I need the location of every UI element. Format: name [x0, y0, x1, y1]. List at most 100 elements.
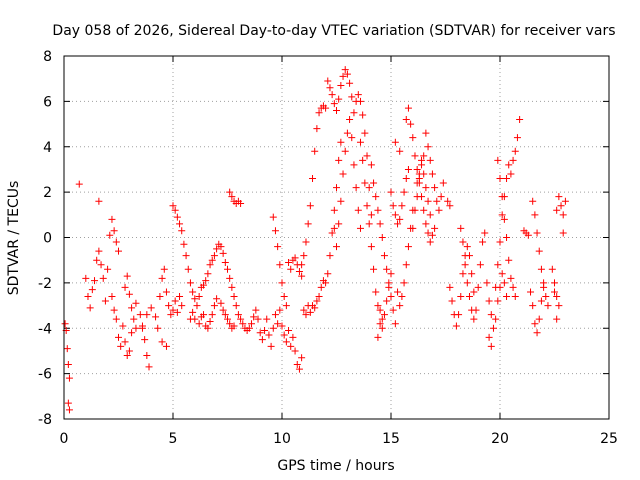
data-point — [391, 211, 399, 219]
data-point — [348, 134, 356, 142]
x-tick-label: 15 — [382, 431, 400, 447]
data-point — [95, 197, 103, 205]
data-point — [339, 72, 347, 80]
data-point — [361, 129, 369, 137]
data-point — [322, 279, 330, 287]
data-point — [285, 258, 293, 266]
data-point — [186, 279, 194, 287]
data-point — [409, 134, 417, 142]
data-point — [160, 265, 168, 273]
data-point — [311, 147, 319, 155]
data-point — [63, 345, 71, 353]
data-point — [387, 188, 395, 196]
data-point — [162, 288, 170, 296]
data-point — [370, 265, 378, 273]
axis-ticks: 0 5 10 15 20 25 -8 -6 -4 -2 0 2 4 6 8 — [38, 49, 618, 447]
data-point — [446, 202, 454, 210]
data-point — [505, 256, 513, 264]
data-point — [330, 224, 338, 232]
data-point — [457, 292, 465, 300]
data-point — [158, 338, 166, 346]
data-point — [492, 283, 500, 291]
data-point — [535, 315, 543, 323]
data-point — [476, 261, 484, 269]
data-point — [383, 265, 391, 273]
data-point — [210, 252, 218, 260]
data-point — [200, 281, 208, 289]
data-point — [337, 81, 345, 89]
data-point — [228, 283, 236, 291]
data-point — [213, 245, 221, 253]
data-point — [380, 252, 388, 260]
data-point — [402, 261, 410, 269]
data-point — [396, 147, 404, 155]
data-point — [226, 320, 234, 328]
data-point — [204, 270, 212, 278]
data-point — [540, 279, 548, 287]
data-point — [404, 104, 412, 112]
data-point — [426, 156, 434, 164]
data-point — [374, 206, 382, 214]
data-point — [298, 272, 306, 280]
data-point — [494, 297, 502, 305]
data-point — [261, 327, 269, 335]
data-point — [448, 297, 456, 305]
data-point — [465, 252, 473, 260]
y-axis-label: SDTVAR / TECUs — [6, 181, 22, 296]
data-point — [474, 283, 482, 291]
data-point — [551, 288, 558, 296]
data-point — [559, 229, 567, 237]
data-point — [365, 220, 373, 228]
data-point — [99, 274, 107, 282]
data-point — [346, 79, 354, 87]
data-point — [330, 206, 338, 214]
data-point — [380, 311, 388, 319]
data-point — [359, 156, 367, 164]
data-point — [472, 306, 480, 314]
data-point — [84, 292, 92, 300]
data-point — [561, 197, 569, 205]
data-point — [269, 213, 277, 221]
data-point — [402, 116, 410, 124]
y-tick-label: 0 — [43, 231, 52, 247]
data-point — [152, 313, 160, 321]
data-point — [82, 274, 90, 282]
data-point — [106, 231, 114, 239]
data-point — [252, 306, 260, 314]
data-point — [128, 304, 136, 312]
data-point — [463, 243, 471, 251]
data-point — [115, 247, 122, 255]
data-point — [537, 297, 545, 305]
data-point — [230, 292, 238, 300]
data-point — [433, 197, 441, 205]
x-tick-label: 0 — [60, 431, 69, 447]
data-point — [169, 202, 177, 210]
data-point — [121, 283, 129, 291]
data-point — [407, 120, 415, 128]
data-point — [165, 302, 173, 310]
data-point — [298, 261, 306, 269]
data-point — [420, 206, 428, 214]
data-point — [309, 175, 317, 183]
data-point — [247, 320, 255, 328]
data-point — [413, 179, 421, 187]
data-point — [280, 331, 288, 339]
data-point — [509, 283, 517, 291]
data-point — [396, 302, 404, 310]
data-point — [191, 315, 199, 323]
y-tick-label: -2 — [38, 276, 52, 292]
data-point — [367, 161, 375, 169]
data-point — [328, 229, 336, 237]
data-point — [529, 302, 537, 310]
data-point — [245, 324, 253, 332]
data-point — [95, 247, 103, 255]
data-point — [465, 292, 473, 300]
data-point — [278, 322, 286, 330]
data-point — [446, 283, 454, 291]
data-point — [376, 320, 384, 328]
data-point — [404, 165, 412, 173]
data-point — [224, 315, 231, 323]
x-tick-label: 10 — [273, 431, 291, 447]
data-point — [378, 324, 386, 332]
data-point — [88, 286, 96, 294]
